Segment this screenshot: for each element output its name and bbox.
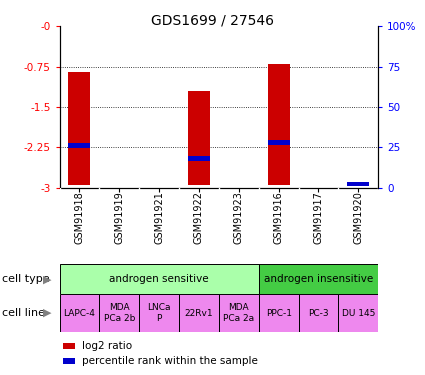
Bar: [139, 294, 179, 332]
Bar: [219, 294, 259, 332]
Bar: [68, 72, 91, 185]
Bar: [259, 294, 298, 332]
Bar: [99, 294, 139, 332]
Bar: [179, 294, 219, 332]
Text: GSM91919: GSM91919: [114, 191, 124, 244]
Bar: [259, 264, 378, 294]
Text: GSM91916: GSM91916: [274, 191, 283, 244]
Text: percentile rank within the sample: percentile rank within the sample: [82, 356, 258, 366]
Text: ▶: ▶: [43, 308, 52, 318]
Text: cell line: cell line: [2, 308, 45, 318]
Text: cell type: cell type: [2, 274, 50, 284]
Bar: [188, 91, 210, 185]
Text: MDA
PCa 2a: MDA PCa 2a: [223, 303, 254, 323]
Text: androgen sensitive: androgen sensitive: [109, 274, 209, 284]
Text: GSM91922: GSM91922: [194, 191, 204, 244]
Text: GSM91917: GSM91917: [314, 191, 323, 244]
Text: PPC-1: PPC-1: [266, 309, 292, 318]
Text: ▶: ▶: [43, 274, 52, 284]
Bar: [347, 182, 369, 186]
Text: LNCa
P: LNCa P: [147, 303, 171, 323]
Bar: [63, 343, 76, 349]
Text: GSM91923: GSM91923: [234, 191, 244, 244]
Bar: [188, 156, 210, 160]
Bar: [338, 294, 378, 332]
Text: PC-3: PC-3: [308, 309, 329, 318]
Bar: [298, 294, 338, 332]
Bar: [268, 140, 289, 144]
Bar: [60, 294, 99, 332]
Bar: [268, 64, 289, 185]
Text: MDA
PCa 2b: MDA PCa 2b: [104, 303, 135, 323]
Text: DU 145: DU 145: [342, 309, 375, 318]
Text: androgen insensitive: androgen insensitive: [264, 274, 373, 284]
Bar: [63, 358, 76, 364]
Bar: [68, 143, 91, 148]
Text: GDS1699 / 27546: GDS1699 / 27546: [151, 13, 274, 27]
Text: LAPC-4: LAPC-4: [63, 309, 95, 318]
Text: log2 ratio: log2 ratio: [82, 341, 132, 351]
Text: GSM91920: GSM91920: [353, 191, 363, 244]
Bar: [60, 264, 259, 294]
Text: GSM91918: GSM91918: [74, 191, 85, 244]
Text: 22Rv1: 22Rv1: [184, 309, 213, 318]
Text: GSM91921: GSM91921: [154, 191, 164, 244]
